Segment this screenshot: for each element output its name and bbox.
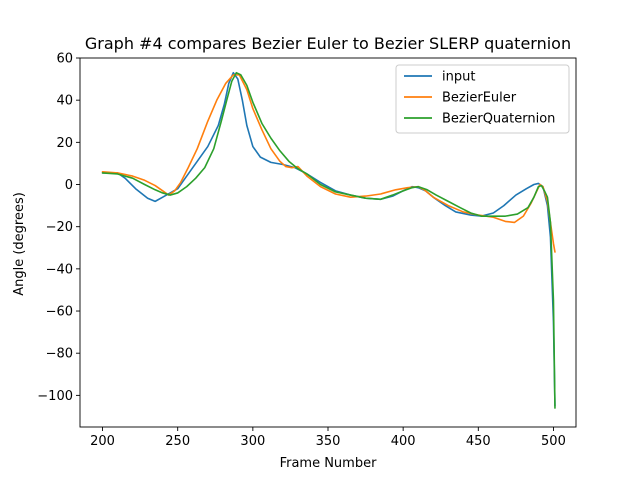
x-tick-label: 400 [391,434,416,449]
y-tick-label: −40 [46,262,73,277]
x-tick-label: 250 [165,434,190,449]
y-tick-label: 0 [65,178,73,193]
y-tick-label: −100 [37,389,73,404]
series-line-bezierquaternion [101,71,556,409]
y-tick-label: −60 [46,305,73,320]
legend-box [395,64,570,134]
legend-label-bezierquaternion: BezierQuaternion [442,112,555,127]
axes: 200 250 300 350 400 450 5006040200−20−40−60−80… [37,52,577,449]
legend: input BezierEuler BezierQuaternion [395,64,570,134]
x-tick-label: 350 [316,434,341,449]
x-tick-label: 500 [541,434,566,449]
y-tick-label: −20 [46,220,73,235]
plot-area [101,71,556,409]
x-axis-label: Frame Number [280,456,378,471]
chart-title: Graph #4 compares Bezier Euler to Bezier… [85,34,571,53]
series-line-beziereuler [101,74,556,253]
series-line-input [101,71,556,407]
legend-label-beziereuler: BezierEuler [442,91,517,106]
y-tick-label: 40 [56,94,73,109]
y-axis-label: Angle (degrees) [12,192,27,296]
x-tick-label: 200 [90,434,115,449]
x-tick-label: 450 [466,434,491,449]
x-tick-label: 300 [240,434,265,449]
legend-label-input: input [442,70,475,85]
y-tick-label: 20 [56,136,73,151]
y-tick-label: −80 [46,347,73,362]
y-tick-label: 60 [56,52,73,67]
